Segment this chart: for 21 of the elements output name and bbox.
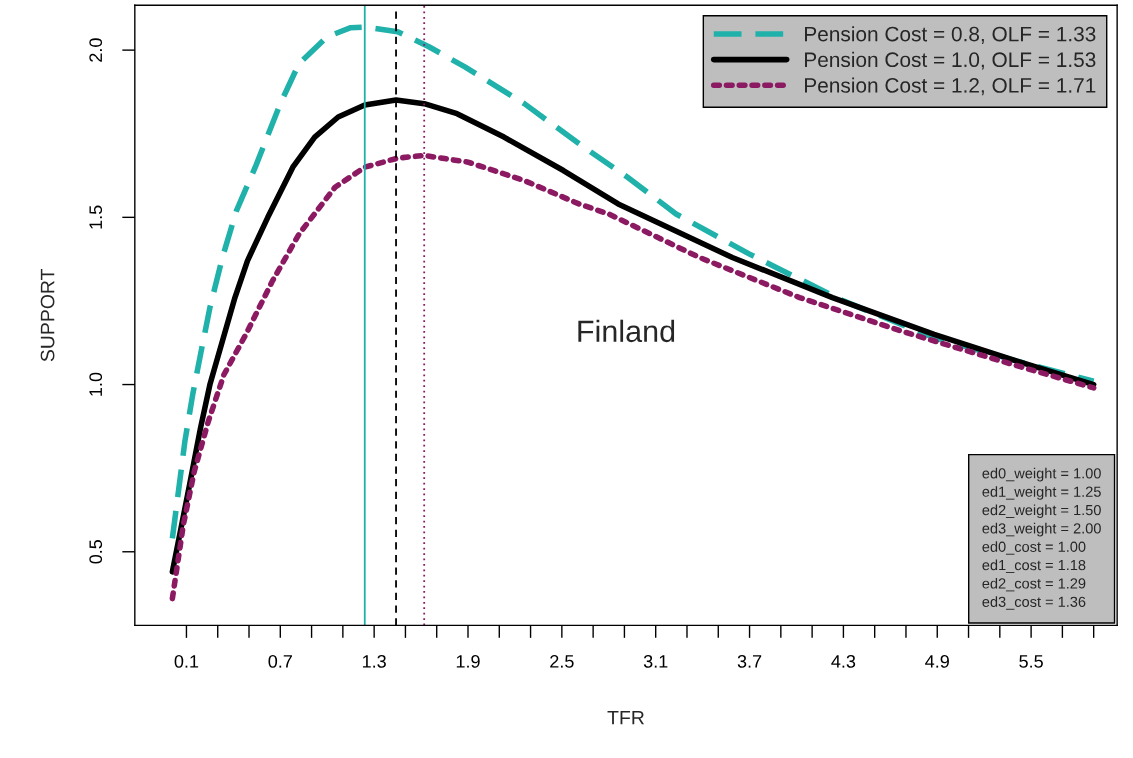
y-axis-title: SUPPORT [40,268,55,362]
x-tick-label: 3.7 [737,654,762,668]
x-tick-label: 2.5 [550,654,574,668]
legend-label: Pension Cost = 1.2, OLF = 1.71 [805,77,1096,96]
x-tick-label: 1.9 [456,654,480,668]
annotation: Finland [578,319,675,343]
y-tick-label: 1.5 [89,205,103,229]
annotation: ed0_weight = 1.00 ed1_weight = 1.25 ed2_weight = 1.50 ed3_weight = 2.00 ed0_cost = 1.00 ed1_cost = 1.18 ed2_cost = 1.29 ed3_cost = 1.36 [982,467,1101,610]
x-tick-label: 4.3 [831,654,856,668]
x-tick-label: 1.3 [362,654,386,668]
x-axis-title: TFR [607,710,644,725]
x-tick-label: 0.1 [174,654,199,668]
legend-label: Pension Cost = 1.0, OLF = 1.53 [805,51,1096,70]
x-tick-label: 4.9 [925,654,949,668]
y-tick-label: 0.5 [89,539,103,564]
y-tick-label: 2.0 [89,38,103,62]
x-tick-label: 0.7 [268,654,292,668]
legend-label: Pension Cost = 0.8, OLF = 1.33 [805,26,1096,44]
x-tick-label: 5.5 [1019,655,1043,668]
x-tick-label: 3.1 [643,654,668,668]
y-tick-label: 1.0 [89,372,103,396]
